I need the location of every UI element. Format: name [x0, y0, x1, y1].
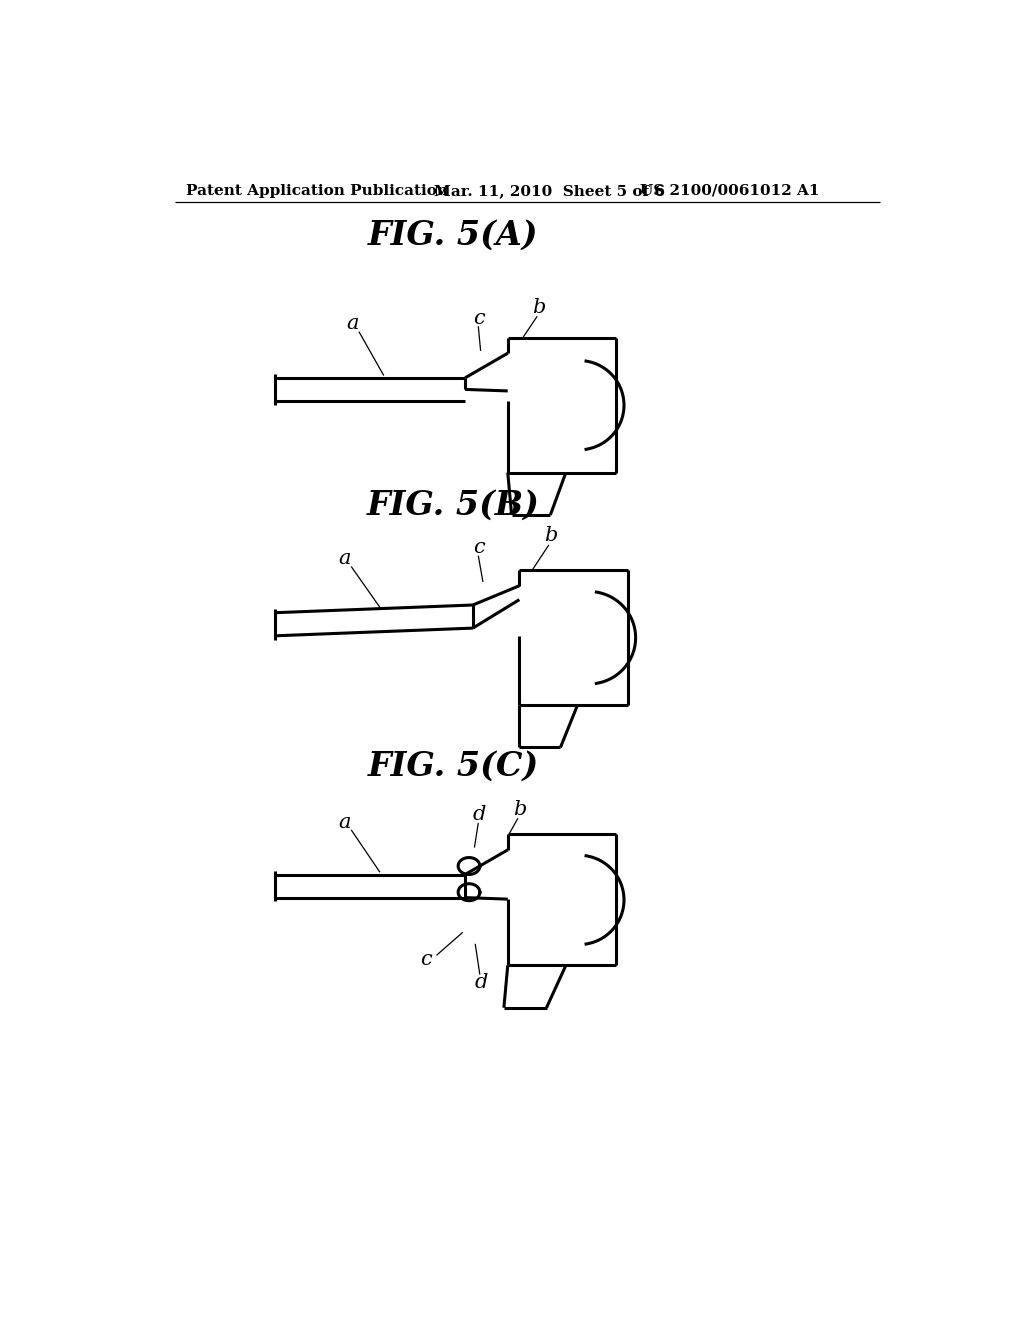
Text: a: a: [339, 813, 351, 832]
Text: d: d: [475, 973, 488, 991]
Text: FIG. 5(C): FIG. 5(C): [368, 750, 539, 783]
Text: b: b: [544, 527, 557, 545]
Text: b: b: [532, 297, 546, 317]
Text: c: c: [421, 949, 432, 969]
Text: Mar. 11, 2010  Sheet 5 of 6: Mar. 11, 2010 Sheet 5 of 6: [434, 183, 666, 198]
Text: a: a: [339, 549, 351, 569]
Text: FIG. 5(B): FIG. 5(B): [367, 488, 540, 521]
Text: c: c: [473, 309, 485, 329]
Text: d: d: [472, 805, 485, 824]
Text: c: c: [473, 537, 485, 557]
Text: FIG. 5(A): FIG. 5(A): [369, 219, 539, 252]
Text: Patent Application Publication: Patent Application Publication: [186, 183, 449, 198]
Text: US 2100/0061012 A1: US 2100/0061012 A1: [640, 183, 819, 198]
Text: a: a: [346, 314, 359, 334]
Text: b: b: [513, 800, 526, 818]
